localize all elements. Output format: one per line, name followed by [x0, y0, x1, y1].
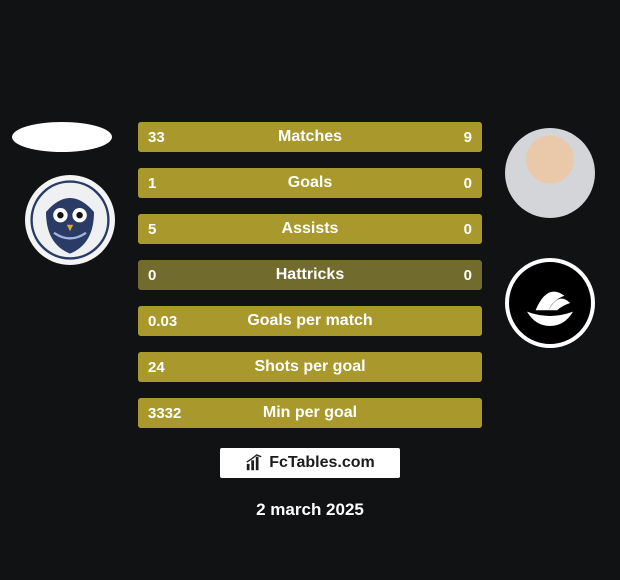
stat-value-right: 0: [464, 168, 472, 198]
stat-value-right: 0: [464, 214, 472, 244]
club-badge-right: [505, 258, 595, 348]
club-badge-left: [25, 175, 115, 265]
stat-label: Assists: [138, 214, 482, 244]
player-right-avatar: [505, 128, 595, 218]
stat-value-left: 33: [148, 122, 165, 152]
stat-value-left: 1: [148, 168, 156, 198]
stat-value-left: 24: [148, 352, 165, 382]
brand-badge[interactable]: FcTables.com: [220, 448, 400, 478]
stat-row: Assists5 0: [138, 214, 482, 244]
stat-row: Hattricks0 0: [138, 260, 482, 290]
stat-row: Goals per match0.03: [138, 306, 482, 336]
stat-value-right: 9: [464, 122, 472, 152]
stat-label: Shots per goal: [138, 352, 482, 382]
chart-icon: [245, 454, 263, 472]
stat-label: Matches: [138, 122, 482, 152]
ship-icon: [514, 267, 586, 339]
stat-value-left: 5: [148, 214, 156, 244]
stat-value-right: 0: [464, 260, 472, 290]
stat-label: Min per goal: [138, 398, 482, 428]
stat-value-left: 3332: [148, 398, 181, 428]
stat-row: Matches33 9: [138, 122, 482, 152]
stats-table: Matches339Goals10Assists50Hattricks00Goa…: [138, 122, 482, 444]
stat-value-left: 0.03: [148, 306, 177, 336]
stat-label: Goals per match: [138, 306, 482, 336]
brand-text: FcTables.com: [269, 454, 375, 472]
stat-label: Goals: [138, 168, 482, 198]
stat-row: Shots per goal24: [138, 352, 482, 382]
footer-date: 2 march 2025: [0, 500, 620, 520]
stat-row: Goals1 0: [138, 168, 482, 198]
stat-label: Hattricks: [138, 260, 482, 290]
stat-value-left: 0: [148, 260, 156, 290]
owl-icon: [30, 180, 110, 260]
stat-row: Min per goal3332: [138, 398, 482, 428]
player-left-avatar: [12, 122, 112, 152]
